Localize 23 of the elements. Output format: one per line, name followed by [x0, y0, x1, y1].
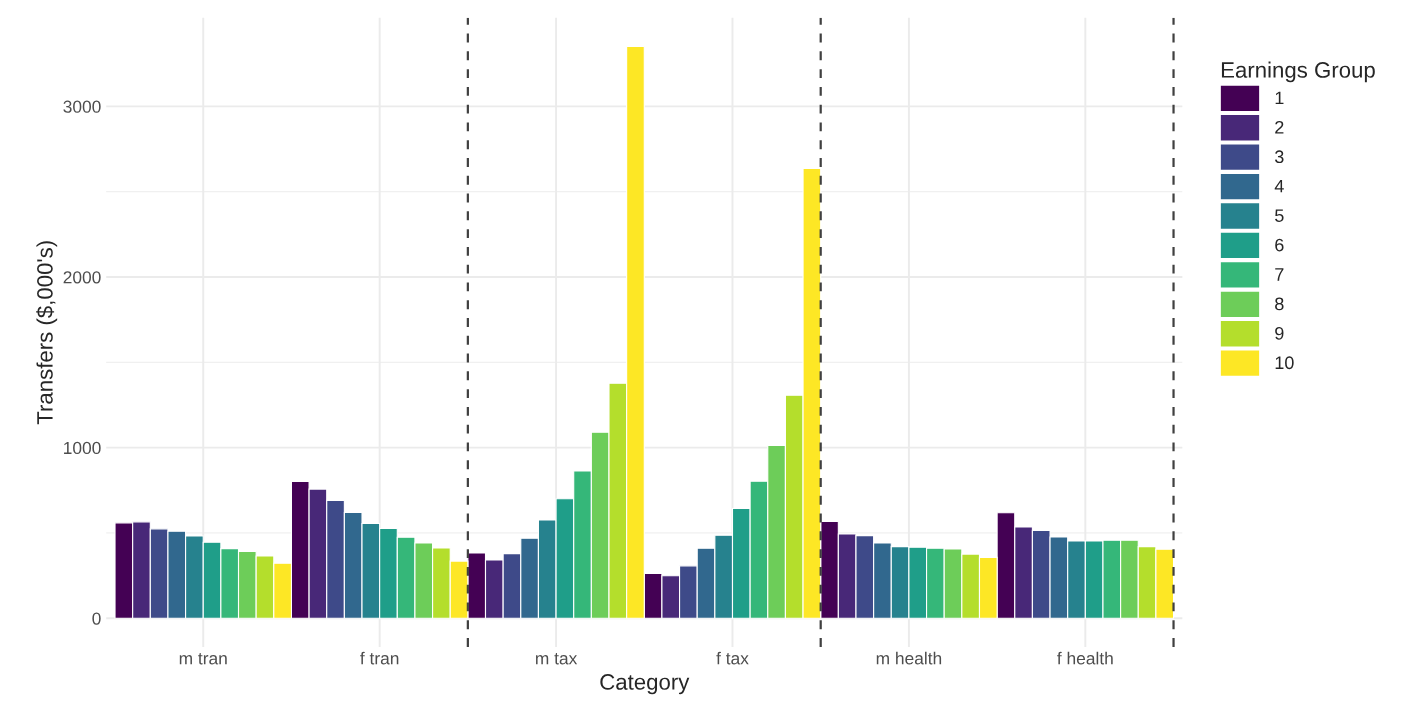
legend-label: 9	[1275, 326, 1284, 340]
y-tick-label: 3000	[63, 100, 101, 113]
legend-label: 4	[1274, 179, 1284, 193]
legend-label: 7	[1275, 268, 1284, 281]
y-tick-label: 2000	[63, 271, 101, 284]
legend-label: 1	[1275, 91, 1284, 105]
x-tick-label: f health	[1057, 651, 1113, 665]
legend-label: 6	[1275, 238, 1284, 252]
x-tick-label: m tran	[179, 653, 227, 665]
x-tick-label: m tax	[536, 653, 578, 665]
y-axis-title: Transfers ($,000's)	[36, 241, 58, 425]
legend-title: Earnings Group	[1221, 61, 1375, 83]
legend-label: 5	[1275, 209, 1284, 222]
y-tick-label: 0	[92, 612, 101, 625]
x-axis-title: Category	[600, 674, 690, 695]
legend-label: 3	[1274, 150, 1284, 164]
legend-label: 2	[1275, 120, 1284, 134]
x-tick-label: f tran	[360, 651, 399, 665]
x-tick-label: m health	[876, 651, 942, 665]
y-tick-label: 1000	[64, 441, 101, 455]
x-tick-label: f tax	[716, 651, 749, 665]
legend-label: 10	[1275, 356, 1294, 370]
legend-label: 8	[1275, 297, 1284, 311]
